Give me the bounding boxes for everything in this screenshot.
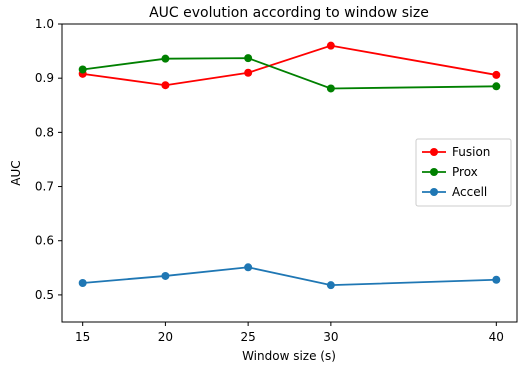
y-axis-label: AUC	[9, 160, 23, 185]
series-line-accell	[82, 266, 497, 287]
data-point-fusion	[326, 41, 335, 50]
x-tick-label: 15	[75, 330, 90, 344]
y-tick-label: 0.7	[35, 180, 54, 194]
x-tick-label: 25	[240, 330, 255, 344]
data-point-accell	[492, 275, 501, 284]
plot-frame	[61, 23, 518, 323]
data-point-accell	[244, 263, 253, 272]
data-point-prox	[492, 82, 501, 91]
data-point-accell	[326, 281, 335, 290]
series-line-fusion	[82, 44, 497, 87]
x-axis: 15 20 25 30 40	[75, 322, 504, 344]
data-point-prox	[244, 54, 253, 63]
data-point-accell	[78, 278, 87, 287]
legend: Fusion Prox Accell	[415, 138, 512, 207]
x-axis-label: Window size (s)	[242, 349, 336, 363]
data-point-prox	[161, 54, 170, 63]
data-point-fusion	[492, 70, 501, 79]
series-line-prox	[82, 57, 497, 90]
data-point-prox	[78, 65, 87, 74]
plot-area	[61, 23, 518, 323]
legend-label-fusion: Fusion	[452, 145, 490, 159]
x-tick-label: 40	[489, 330, 504, 344]
y-tick-label: 1.0	[35, 17, 54, 31]
y-axis: 0.5 0.6 0.7 0.8 0.9 1.0	[35, 17, 62, 302]
legend-label-accell: Accell	[452, 185, 487, 199]
y-tick-label: 0.9	[35, 71, 54, 85]
data-point-prox	[326, 84, 335, 93]
legend-marker-fusion	[430, 148, 438, 156]
data-point-fusion	[244, 68, 253, 77]
x-tick-label: 30	[323, 330, 338, 344]
y-tick-label: 0.8	[35, 125, 54, 139]
legend-label-prox: Prox	[452, 165, 478, 179]
y-tick-label: 0.6	[35, 234, 54, 248]
chart-title: AUC evolution according to window size	[149, 5, 429, 21]
x-tick-label: 20	[158, 330, 173, 344]
legend-box	[415, 138, 512, 207]
legend-marker-prox	[430, 168, 438, 176]
y-tick-label: 0.5	[35, 288, 54, 302]
legend-marker-accell	[430, 188, 438, 196]
data-point-fusion	[161, 81, 170, 90]
series-layer	[78, 41, 501, 290]
data-point-accell	[161, 271, 170, 280]
